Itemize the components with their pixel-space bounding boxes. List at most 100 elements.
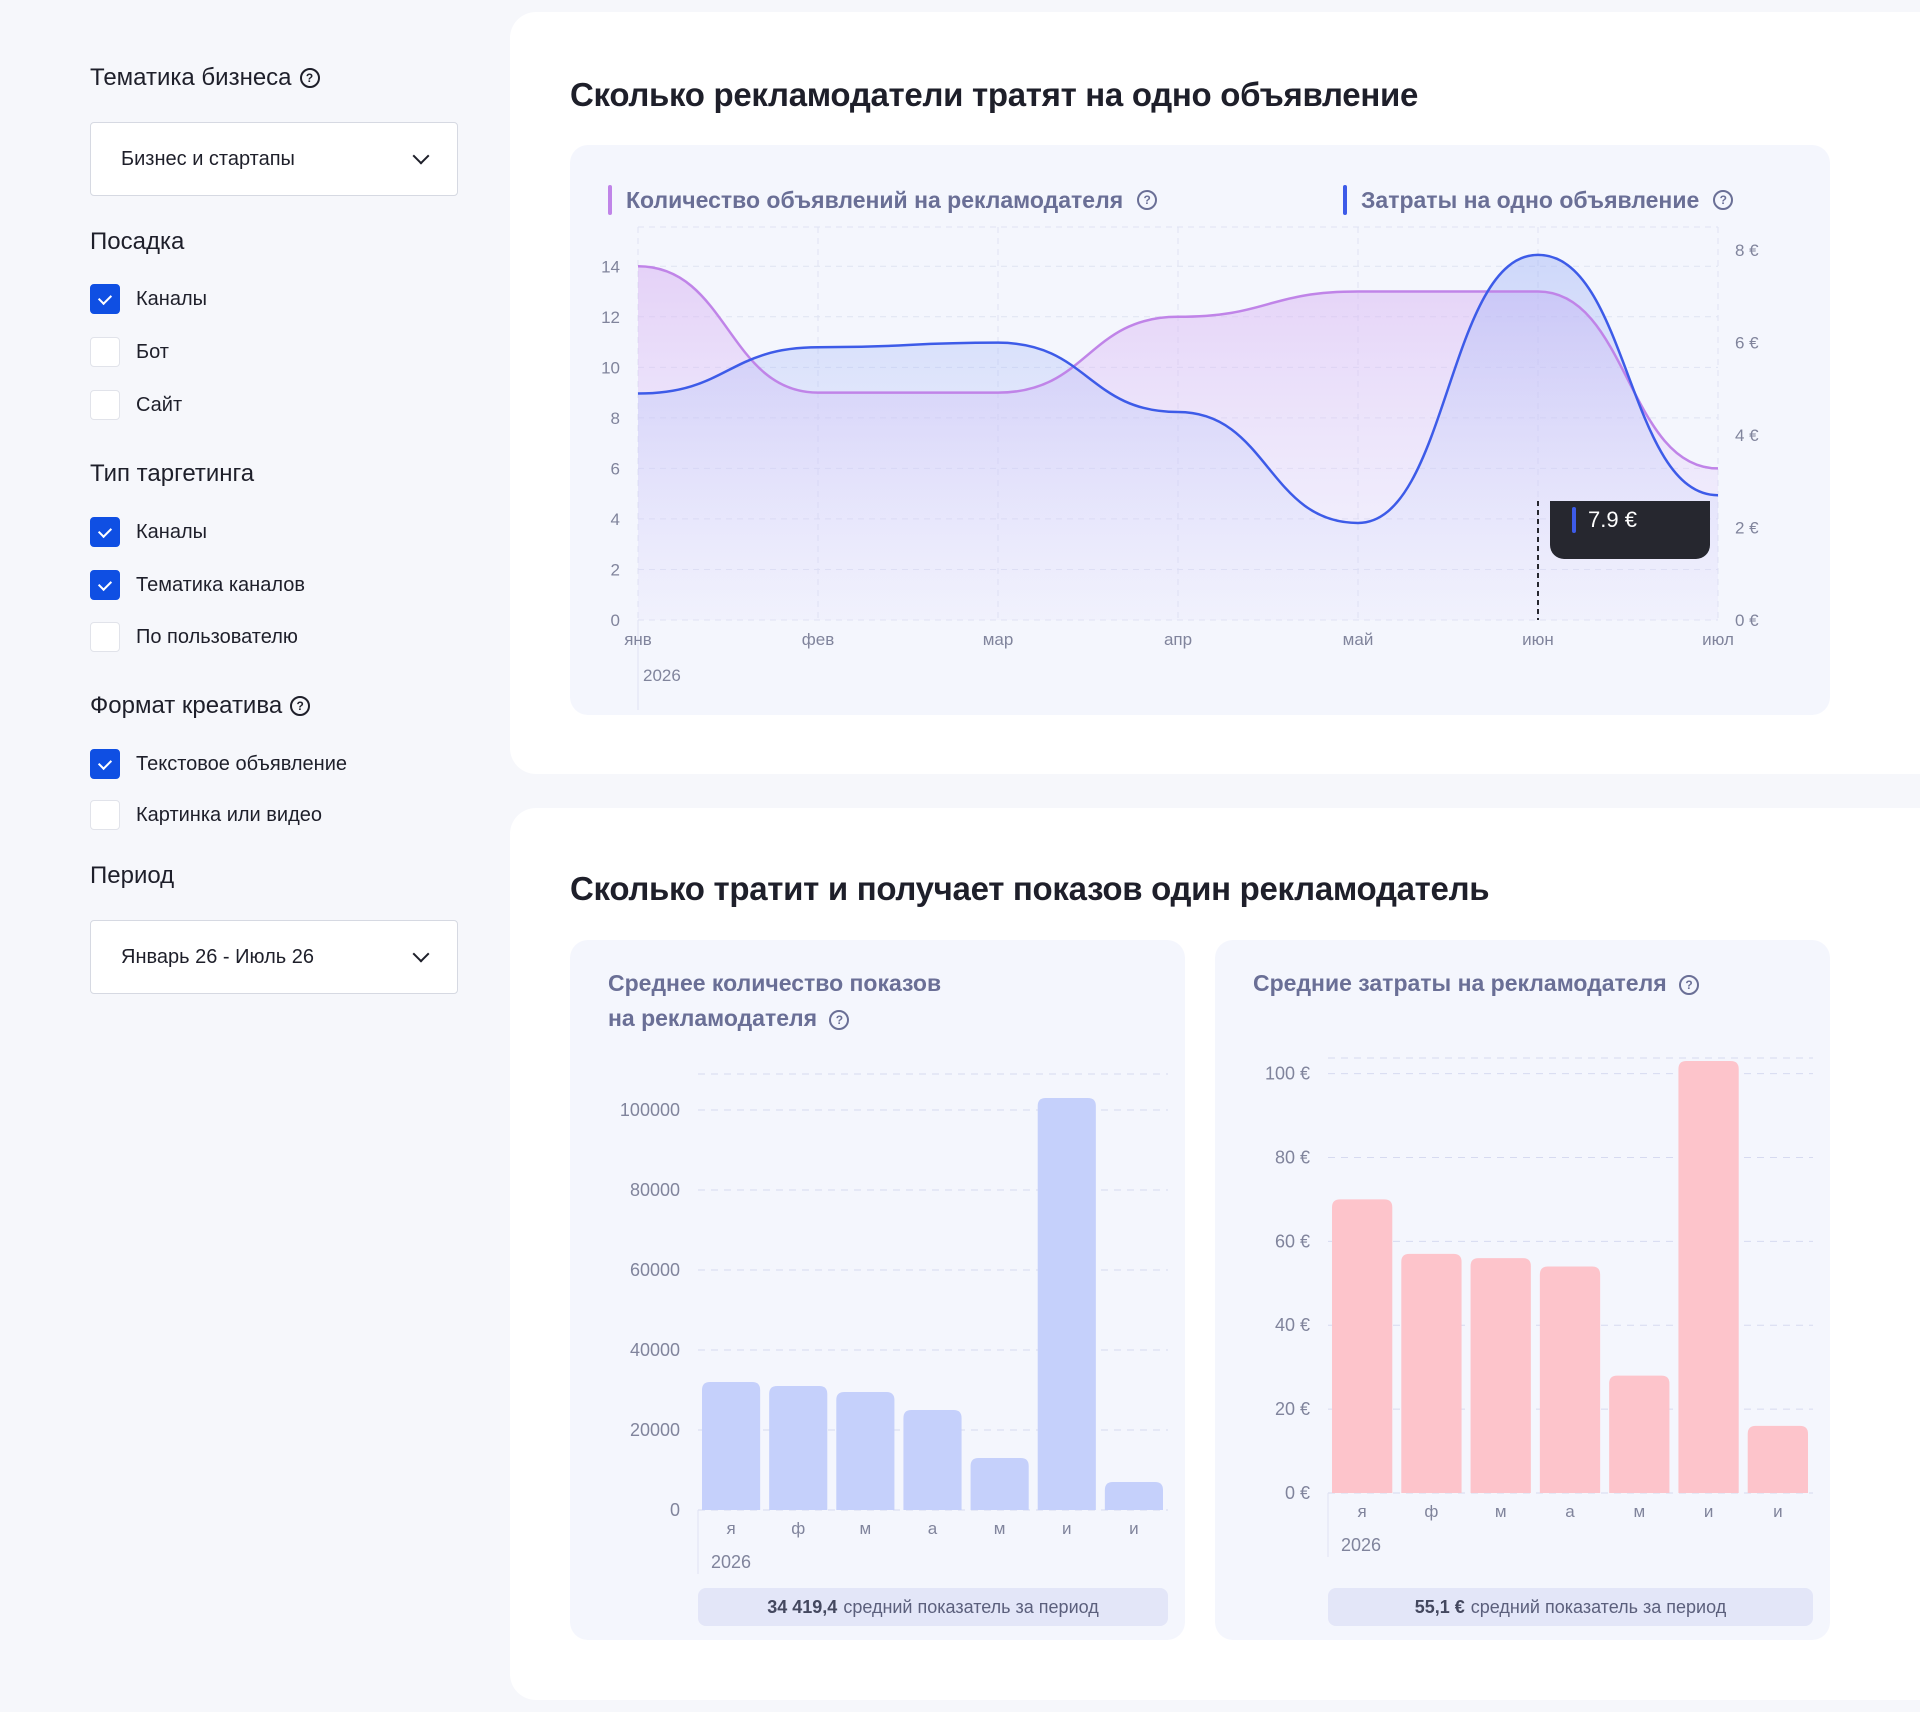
y-tick-label: 60000 [630,1260,680,1280]
impressions-title: Среднее количество показов на рекламодат… [608,970,942,1031]
x-tick-label: м [994,1519,1006,1538]
bar [1747,1425,1808,1493]
section-title: Сколько тратит и получает показов один р… [570,870,1490,907]
targeting-option-channels[interactable]: Каналы [90,517,207,547]
y-tick-label: 80000 [630,1180,680,1200]
legend-marker [1343,185,1347,215]
checkbox-unchecked[interactable] [90,390,120,420]
bar [970,1458,1029,1510]
y-left-tick-label: 4 [611,510,620,529]
x-tick-label: я [1358,1502,1367,1521]
y-tick-label: 40000 [630,1340,680,1360]
x-tick-label: ф [791,1519,805,1538]
bar [1104,1482,1163,1510]
checkbox-checked[interactable] [90,517,120,547]
targeting-option-channel-topics[interactable]: Тематика каналов [90,570,305,600]
period-title: Период [90,862,175,889]
y-right-tick-label: 6 € [1735,334,1759,353]
x-tick-label: а [928,1519,938,1538]
checkbox-unchecked[interactable] [90,800,120,830]
bar [702,1382,761,1510]
x-tick-label: и [1704,1502,1714,1521]
y-tick-label: 0 € [1285,1483,1310,1503]
y-tick-label: 40 € [1275,1315,1310,1335]
y-tick-label: 0 [670,1500,680,1520]
help-icon[interactable]: ? [829,1010,850,1030]
placement-option-site[interactable]: Сайт [90,390,182,420]
checkbox-checked[interactable] [90,749,120,779]
x-tick-label: м [860,1519,872,1538]
help-icon[interactable]: ? [1713,190,1734,210]
targeting-title: Тип таргетинга [90,460,255,487]
y-left-tick-label: 2 [611,560,620,579]
spend-title: Средние затраты на рекламодателя ? [1253,966,1700,1001]
format-option-image-video[interactable]: Картинка или видео [90,800,322,830]
x-tick-label: май [1343,630,1374,649]
impressions-panel: Среднее количество показов на рекламодат… [570,940,1185,1640]
x-tick-label: м [1495,1502,1507,1521]
y-tick-label: 60 € [1275,1231,1310,1251]
section-title: Сколько рекламодатели тратят на одно объ… [570,76,1419,113]
legend-marker [608,185,612,215]
bar [903,1410,962,1510]
y-left-tick-label: 10 [601,358,620,377]
checkbox-unchecked[interactable] [90,337,120,367]
y-tick-label: 100 € [1265,1064,1310,1084]
x-tick-label: я [726,1519,735,1538]
legend-cost-per-ad: Затраты на одно объявление ? [1343,185,1734,215]
y-right-tick-label: 0 € [1735,611,1759,630]
business-theme-select[interactable]: Бизнес и стартапы [90,122,458,196]
impressions-bar-chart: 0 20000 40000 60000 80000 100000 я ф м а м и и 2026 [620,1073,1168,1574]
placement-option-bot[interactable]: Бот [90,337,169,367]
bar [769,1386,828,1510]
bar [1332,1199,1393,1493]
bar [1401,1253,1462,1493]
help-icon[interactable]: ? [1679,975,1700,995]
y-right-tick-label: 2 € [1735,519,1759,538]
tooltip-value: 7.9 € [1588,507,1637,532]
line-chart-panel: Количество объявлений на рекламодателя ?… [570,145,1830,715]
format-option-text-ad[interactable]: Текстовое объявление [90,749,347,779]
ads-series-line [637,265,1719,470]
checkbox-checked[interactable] [90,570,120,600]
checkbox-unchecked[interactable] [90,622,120,652]
legend-ads-per-advertiser: Количество объявлений на рекламодателя ? [608,185,1158,215]
x-tick-label: и [1773,1502,1783,1521]
y-tick-label: 20 € [1275,1399,1310,1419]
bar [836,1392,895,1510]
year-label: 2026 [1341,1535,1381,1555]
checkbox-checked[interactable] [90,284,120,314]
period-value: Январь 26 - Июль 26 [121,945,314,968]
x-tick-label: мар [983,630,1014,649]
y-left-tick-label: 0 [611,611,620,630]
creative-format-title: Формат креатива ? [90,692,311,720]
advertiser-spend-card: Сколько тратит и получает показов один р… [510,808,1920,1700]
business-theme-title: Тематика бизнеса ? [90,64,320,92]
line-chart: 0 2 4 6 8 10 12 14 0 € 2 € 4 € 6 € 8 € янв фев мар апр ма… [601,226,1759,710]
x-tick-label: ф [1424,1502,1438,1521]
bar [1037,1098,1096,1510]
bar [1539,1266,1601,1493]
year-label: 2026 [643,666,681,685]
y-tick-label: 20000 [630,1420,680,1440]
y-tick-label: 100000 [620,1100,680,1120]
x-tick-label: а [1565,1502,1575,1521]
y-right-tick-label: 8 € [1735,241,1759,260]
help-icon[interactable]: ? [299,68,320,88]
impressions-average: 34 419,4 средний показатель за период [698,1588,1168,1626]
placement-title: Посадка [90,228,185,255]
bar [1470,1258,1531,1493]
placement-option-channels[interactable]: Каналы [90,284,207,314]
x-tick-label: июн [1522,630,1554,649]
cost-series-line [637,253,1719,525]
x-tick-label: и [1129,1519,1139,1538]
bar [1678,1061,1739,1493]
help-icon[interactable]: ? [1137,190,1158,210]
period-select[interactable]: Январь 26 - Июль 26 [90,920,458,994]
help-icon[interactable]: ? [290,696,311,716]
x-tick-label: июл [1702,630,1734,649]
targeting-option-by-user[interactable]: По пользователю [90,622,298,652]
x-tick-label: м [1633,1502,1645,1521]
x-tick-label: апр [1164,630,1192,649]
y-left-tick-label: 8 [611,409,620,428]
